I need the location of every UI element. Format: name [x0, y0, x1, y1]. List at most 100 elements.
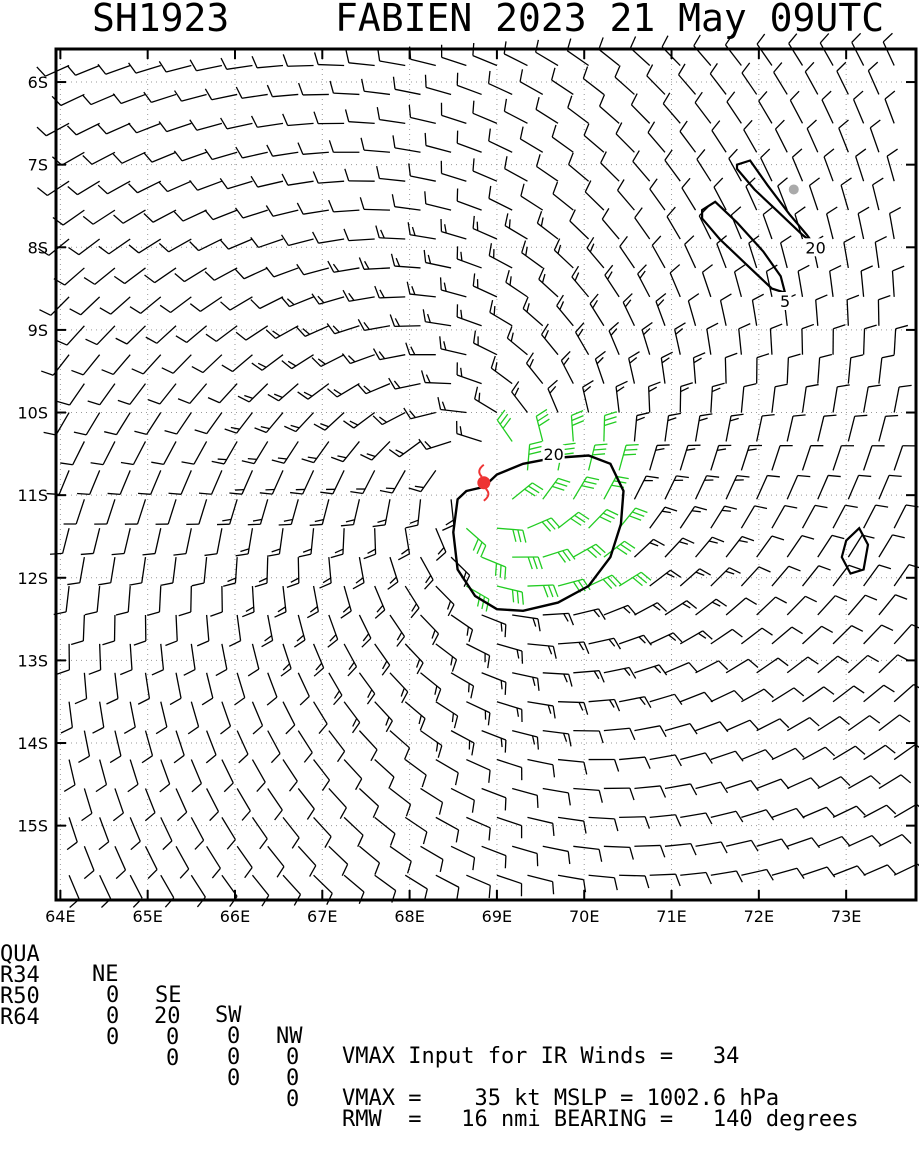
wind-barb: [844, 236, 855, 268]
barb-staff: [527, 875, 552, 881]
barb-staff: [329, 615, 338, 639]
barb-staff: [335, 326, 360, 334]
barb-feather: [396, 258, 399, 266]
barb-staff: [474, 343, 497, 355]
barb-staff: [647, 76, 665, 95]
barb-staff: [451, 788, 474, 800]
wind-barb: [169, 470, 192, 494]
wind-barb: [711, 871, 743, 882]
wind-barb: [114, 210, 146, 223]
barb-feather: [83, 216, 93, 224]
wind-barb: [573, 671, 604, 683]
barb-staff: [833, 866, 857, 875]
barb-staff: [227, 123, 252, 128]
barb-staff: [604, 476, 616, 499]
wind-barb: [802, 385, 818, 413]
wind-barb: [497, 528, 526, 542]
wind-barb: [376, 226, 405, 239]
wind-barb: [712, 121, 726, 153]
barb-staff: [184, 268, 206, 282]
barb-feather: [561, 351, 570, 360]
barb-staff: [366, 384, 390, 394]
barb-feather: [712, 388, 720, 392]
barb-feather: [310, 866, 316, 877]
wind-barb: [345, 169, 375, 181]
barb-feather: [505, 682, 506, 695]
barb-feather: [721, 294, 732, 300]
barb-feather: [371, 750, 377, 761]
barb-feather: [523, 530, 526, 542]
barb-staff: [65, 268, 85, 285]
barb-feather: [609, 639, 615, 646]
wind-barb: [634, 413, 649, 442]
wind-barb: [188, 702, 198, 734]
barb-staff: [161, 702, 167, 727]
barb-staff: [473, 229, 497, 239]
barb-feather: [820, 355, 832, 358]
lat-tick-label: 9S: [28, 321, 48, 340]
barb-feather: [102, 370, 114, 375]
wind-barb: [665, 413, 681, 441]
wind-barb: [864, 805, 896, 817]
wind-barb: [329, 846, 348, 875]
wind-barb: [255, 413, 283, 433]
barb-staff: [91, 94, 115, 104]
barb-feather: [192, 367, 203, 373]
wind-barb: [543, 613, 574, 625]
barb-staff: [894, 387, 899, 413]
wind-barb: [156, 702, 167, 734]
barb-feather: [116, 612, 128, 615]
barb-staff: [441, 232, 466, 239]
barb-feather: [649, 387, 657, 391]
barb-feather: [811, 778, 820, 787]
barb-staff: [436, 644, 457, 660]
barb-staff: [410, 294, 436, 297]
barb-feather: [356, 578, 363, 583]
wind-barb: [320, 470, 344, 493]
barb-feather: [410, 520, 418, 523]
barb-staff: [392, 470, 405, 493]
barb-feather: [789, 34, 797, 44]
wind-barb: [267, 145, 298, 156]
barb-feather: [537, 854, 538, 867]
wind-barb: [482, 846, 506, 868]
wind-barb: [512, 483, 543, 499]
barb-feather: [879, 565, 891, 569]
wind-barb: [98, 123, 130, 134]
wind-barb: [315, 52, 345, 65]
barb-staff: [69, 875, 79, 899]
barb-feather: [629, 352, 640, 359]
barb-staff: [198, 181, 222, 190]
barb-feather: [377, 520, 386, 522]
wind-barb: [772, 446, 793, 471]
barb-staff: [167, 181, 191, 191]
barb-staff: [375, 528, 376, 554]
barb-feather: [739, 541, 748, 543]
barb-feather: [505, 856, 506, 869]
wind-barb: [802, 807, 834, 817]
barb-staff: [252, 760, 265, 783]
barb-staff: [116, 413, 130, 435]
barb-staff: [741, 810, 766, 818]
wind-barb: [130, 297, 161, 314]
barb-feather: [436, 743, 437, 752]
barb-feather: [878, 296, 890, 300]
wind-barb: [599, 37, 619, 65]
barb-staff: [650, 633, 674, 644]
wind-barb: [152, 644, 164, 675]
wind-barb: [176, 788, 187, 820]
wind-barb: [85, 586, 100, 615]
wind-barb: [774, 63, 788, 95]
barb-staff: [349, 122, 375, 124]
barb-feather: [375, 286, 379, 298]
barb-feather: [359, 892, 364, 904]
wind-barb: [378, 49, 405, 66]
barb-feather: [260, 493, 273, 494]
wind-barb: [313, 171, 344, 183]
barb-feather: [575, 515, 586, 522]
wind-barb: [818, 777, 850, 789]
barb-feather: [278, 607, 285, 612]
barb-staff: [63, 210, 84, 225]
